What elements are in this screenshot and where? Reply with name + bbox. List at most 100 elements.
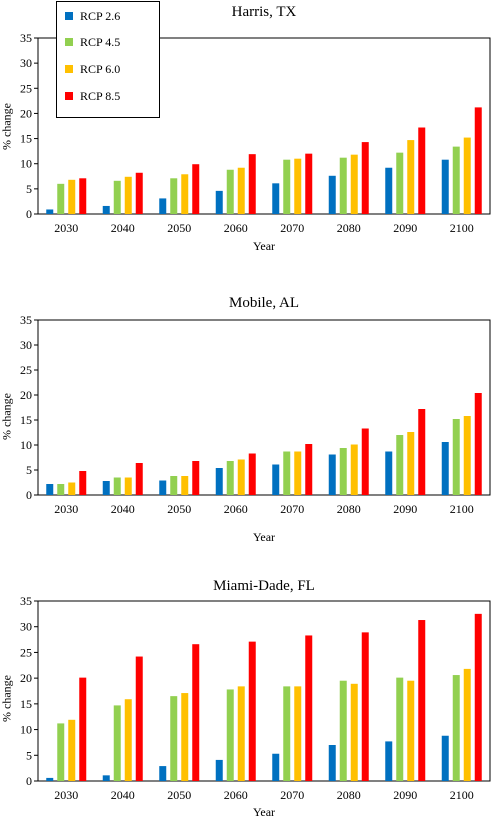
bar-rcp-4-5-2080: [339, 680, 347, 781]
legend-label: RCP 2.6: [80, 8, 121, 23]
x-tick-label: 2060: [224, 221, 248, 235]
x-axis-label: Year: [252, 805, 276, 819]
x-tick-label: 2030: [54, 221, 78, 235]
legend-item-rcp-8-5: RCP 8.5: [65, 88, 120, 104]
bar-rcp-4-5-2100: [452, 419, 460, 495]
y-tick-label: 35: [20, 31, 32, 45]
bar-rcp-8-5-2070: [305, 635, 313, 781]
bar-rcp-8-5-2090: [418, 620, 426, 781]
bar-rcp-8-5-2030: [79, 178, 87, 214]
plot-area-frame: [37, 600, 491, 782]
plot-area-frame: [37, 319, 491, 496]
x-tick-label: 2080: [337, 221, 361, 235]
y-tick-label: 25: [20, 645, 32, 659]
bar-rcp-2-6-2080: [328, 454, 336, 495]
chart-harris: Harris, TX % change 0 5 10 15 20 25 30 35 2030 20…: [0, 0, 498, 270]
bar-rcp-6-0-2030: [68, 719, 76, 781]
y-tick-label: 5: [26, 748, 32, 762]
bar-rcp-2-6-2040: [102, 775, 110, 781]
legend-swatch: [65, 38, 73, 46]
bar-rcp-4-5-2070: [283, 686, 291, 781]
bar-rcp-4-5-2080: [339, 448, 347, 495]
bar-rcp-4-5-2100: [452, 146, 460, 214]
legend-label: RCP 6.0: [80, 61, 121, 76]
bar-rcp-6-0-2090: [407, 432, 415, 495]
legend-label: RCP 8.5: [80, 88, 121, 103]
bar-rcp-6-0-2030: [68, 482, 76, 495]
legend-swatch: [65, 12, 73, 20]
bar-rcp-4-5-2030: [57, 723, 65, 781]
bar-rcp-6-0-2090: [407, 140, 415, 214]
y-tick-label: 25: [20, 81, 32, 95]
bar-rcp-8-5-2100: [474, 393, 482, 495]
bar-rcp-6-0-2080: [350, 154, 358, 214]
x-tick-label: 2100: [450, 221, 474, 235]
bar-rcp-6-0-2100: [463, 668, 471, 781]
bar-rcp-4-5-2080: [339, 157, 347, 214]
bar-rcp-4-5-2060: [226, 461, 234, 495]
bar-rcp-4-5-2050: [170, 476, 178, 495]
x-tick-label: 2050: [167, 221, 191, 235]
bar-rcp-8-5-2040: [135, 656, 143, 781]
x-tick-label: 2040: [111, 221, 135, 235]
chart-mobile: Mobile, AL % change 0 5 10 15 20 25 30 35 2030 20…: [0, 290, 498, 550]
y-tick-label: 25: [20, 363, 32, 377]
bar-rcp-8-5-2080: [361, 632, 369, 781]
bar-rcp-8-5-2060: [248, 154, 256, 214]
y-tick-label: 10: [20, 157, 32, 171]
bar-rcp-8-5-2090: [418, 409, 426, 495]
chart-title: Miami-Dade, FL: [213, 578, 315, 594]
bar-rcp-8-5-2100: [474, 107, 482, 214]
y-tick-label: 30: [20, 620, 32, 634]
bar-rcp-2-6-2070: [272, 464, 280, 495]
bar-rcp-4-5-2040: [113, 180, 121, 214]
y-tick-label: 35: [20, 313, 32, 327]
x-tick-label: 2070: [280, 502, 304, 516]
y-tick-label: 0: [26, 488, 32, 502]
y-tick-label: 30: [20, 338, 32, 352]
y-tick-label: 20: [20, 671, 32, 685]
bar-rcp-4-5-2090: [396, 152, 404, 214]
bar-rcp-8-5-2040: [135, 463, 143, 495]
x-tick-label: 2080: [337, 502, 361, 516]
legend-swatch: [65, 92, 73, 100]
x-tick-label: 2070: [280, 221, 304, 235]
y-tick-label: 30: [20, 56, 32, 70]
bar-rcp-2-6-2100: [441, 735, 449, 781]
bar-rcp-6-0-2080: [350, 683, 358, 781]
y-tick-label: 5: [26, 182, 32, 196]
bar-rcp-8-5-2080: [361, 142, 369, 214]
bar-rcp-6-0-2100: [463, 416, 471, 495]
y-tick-label: 20: [20, 388, 32, 402]
bar-rcp-2-6-2090: [385, 167, 393, 214]
bar-rcp-6-0-2090: [407, 680, 415, 781]
x-tick-label: 2090: [393, 788, 417, 802]
x-tick-label: 2080: [337, 788, 361, 802]
bar-rcp-4-5-2030: [57, 183, 65, 214]
bar-rcp-2-6-2080: [328, 175, 336, 214]
chart-plot-miami-dade: 0 5 10 15 20 25 30 35 2030 2040 2050 2060 2070 2080 20…: [20, 594, 491, 802]
bar-rcp-6-0-2100: [463, 137, 471, 214]
bar-rcp-2-6-2100: [441, 442, 449, 495]
bar-rcp-4-5-2050: [170, 178, 178, 214]
x-tick-label: 2090: [393, 221, 417, 235]
bar-rcp-6-0-2040: [124, 477, 132, 495]
x-tick-label: 2050: [167, 788, 191, 802]
bar-rcp-8-5-2090: [418, 127, 426, 214]
bar-rcp-2-6-2090: [385, 741, 393, 781]
bar-rcp-6-0-2050: [181, 693, 189, 781]
x-axis-label: Year: [252, 239, 276, 253]
y-tick-label: 15: [20, 413, 32, 427]
bar-rcp-4-5-2100: [452, 675, 460, 781]
y-tick-label: 0: [26, 207, 32, 221]
x-tick-label: 2040: [111, 788, 135, 802]
x-tick-label: 2040: [111, 502, 135, 516]
bar-rcp-6-0-2050: [181, 476, 189, 495]
legend-swatch: [65, 65, 73, 73]
bar-rcp-4-5-2090: [396, 677, 404, 781]
bar-rcp-2-6-2040: [102, 205, 110, 214]
bar-rcp-8-5-2080: [361, 428, 369, 495]
bar-rcp-2-6-2090: [385, 451, 393, 495]
bar-rcp-4-5-2070: [283, 451, 291, 495]
bar-rcp-6-0-2070: [294, 451, 302, 495]
